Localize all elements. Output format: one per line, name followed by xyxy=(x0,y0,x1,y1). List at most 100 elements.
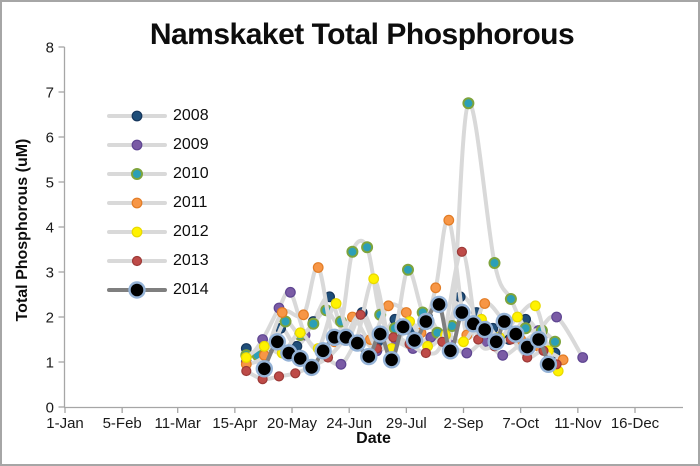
legend-swatch-2009 xyxy=(107,139,167,150)
series-2009-marker xyxy=(285,286,296,298)
y-tick-label: 5 xyxy=(46,175,54,192)
series-2010-marker xyxy=(361,241,374,254)
x-tick-label: 11-Mar xyxy=(154,415,200,432)
legend-label: 2011 xyxy=(173,193,208,211)
series-2014-marker xyxy=(507,325,525,343)
chart-title: Namskaket Total Phosphorous xyxy=(149,18,575,51)
series-2014-marker xyxy=(430,295,448,314)
series-2011-marker xyxy=(298,309,309,321)
series-2010-marker xyxy=(549,335,561,348)
legend-label: 2009 xyxy=(173,135,209,153)
legend-swatch-2014 xyxy=(107,280,167,299)
series-2014-marker xyxy=(371,325,389,343)
series-2014-marker xyxy=(453,303,471,322)
series-2010-marker xyxy=(462,97,475,110)
y-tick-label: 4 xyxy=(46,220,54,237)
legend-label: 2010 xyxy=(173,164,209,182)
series-2009-marker xyxy=(461,347,473,359)
series-2014-marker xyxy=(348,334,366,352)
series-2014-marker xyxy=(394,318,412,336)
x-tick-label: 15-Apr xyxy=(212,415,257,432)
series-2014-marker xyxy=(539,355,558,373)
legend-item-2012: 2012 xyxy=(106,217,209,246)
legend-swatch-2013 xyxy=(107,255,167,266)
legend-item-2013: 2013 xyxy=(106,246,209,275)
series-2011-marker xyxy=(479,298,491,309)
series-2009-marker xyxy=(577,352,589,363)
series-2012-marker xyxy=(240,352,252,363)
series-2009-marker xyxy=(551,311,562,323)
y-tick-label: 2 xyxy=(46,310,54,327)
x-tick-label: 20-May xyxy=(267,415,318,432)
series-2011-marker xyxy=(430,282,442,294)
series-2010-marker xyxy=(504,293,517,305)
series-2014-marker xyxy=(302,358,321,377)
y-tick-label: 1 xyxy=(46,355,54,372)
legend-swatch-2011 xyxy=(107,197,167,208)
series-2014-marker xyxy=(417,312,435,331)
y-tick-label: 3 xyxy=(46,265,54,282)
series-2011-marker xyxy=(443,214,455,226)
series-2012-marker xyxy=(330,298,342,309)
x-tick-label: 24-Jun xyxy=(326,415,372,432)
series-2014-marker xyxy=(529,330,548,349)
series-2013-marker xyxy=(456,246,467,257)
legend-label: 2013 xyxy=(173,251,209,269)
series-2013-marker xyxy=(355,309,366,320)
series-2012-marker xyxy=(258,340,270,352)
x-axis-title: Date xyxy=(356,430,391,447)
series-2010-marker xyxy=(488,257,501,269)
y-tick-label: 0 xyxy=(46,400,54,417)
series-2014-marker xyxy=(382,351,401,369)
series-2013-marker xyxy=(290,368,301,379)
series-2010-marker xyxy=(307,317,320,330)
legend-label: 2012 xyxy=(173,222,209,240)
series-2014-marker xyxy=(314,342,332,360)
legend-item-2011: 2011 xyxy=(106,188,209,217)
x-tick-label: 1-Jan xyxy=(46,415,84,432)
series-2012-marker xyxy=(512,311,523,323)
series-2010-marker xyxy=(402,263,414,276)
y-tick-label: 8 xyxy=(46,40,54,57)
series-2009-marker xyxy=(497,349,509,361)
x-tick-label: 11-Nov xyxy=(554,415,602,432)
series-2014-marker xyxy=(360,347,378,366)
series-2014-marker xyxy=(405,331,424,350)
series-2011-marker xyxy=(383,300,394,312)
legend-label: 2008 xyxy=(173,106,209,124)
series-2012-marker xyxy=(458,336,469,348)
series-2011-marker xyxy=(312,262,324,273)
y-axis-title: Total Phosphorous (uM) xyxy=(14,138,31,322)
legend-item-2009: 2009 xyxy=(106,130,209,159)
series-2014-marker xyxy=(476,320,494,339)
legend-label: 2014 xyxy=(173,280,209,298)
series-2013-marker xyxy=(273,371,285,382)
series-2010-marker xyxy=(346,245,359,258)
series-2011-marker xyxy=(400,307,412,318)
series-2013-marker xyxy=(420,347,431,359)
x-tick-label: 7-Oct xyxy=(502,415,540,432)
series-2014-marker xyxy=(441,342,460,360)
x-tick-label: 2-Sep xyxy=(443,415,483,432)
x-tick-label: 5-Feb xyxy=(103,415,142,432)
series-2011-marker xyxy=(276,307,288,318)
series-2014-marker xyxy=(495,312,513,331)
legend-swatch-2012 xyxy=(107,226,167,237)
legend-item-2014: 2014 xyxy=(106,275,209,304)
series-2013-marker xyxy=(241,365,252,377)
series-2012-marker xyxy=(368,273,380,285)
series-2009-marker xyxy=(335,358,347,370)
x-tick-label: 29-Jul xyxy=(386,415,427,432)
legend-swatch-2010 xyxy=(107,167,167,180)
series-2014-marker xyxy=(487,333,505,351)
legend-item-2010: 2010 xyxy=(106,159,209,188)
legend: 2008 2009 2010 2011 2012 2013 2014 xyxy=(106,101,209,304)
series-2012-marker xyxy=(294,327,306,339)
x-tick-label: 16-Dec xyxy=(611,415,660,432)
legend-swatch-2008 xyxy=(107,110,167,121)
series-2014-marker xyxy=(255,360,273,378)
series-2012-marker xyxy=(530,300,541,312)
series-2010-marker xyxy=(279,315,292,328)
